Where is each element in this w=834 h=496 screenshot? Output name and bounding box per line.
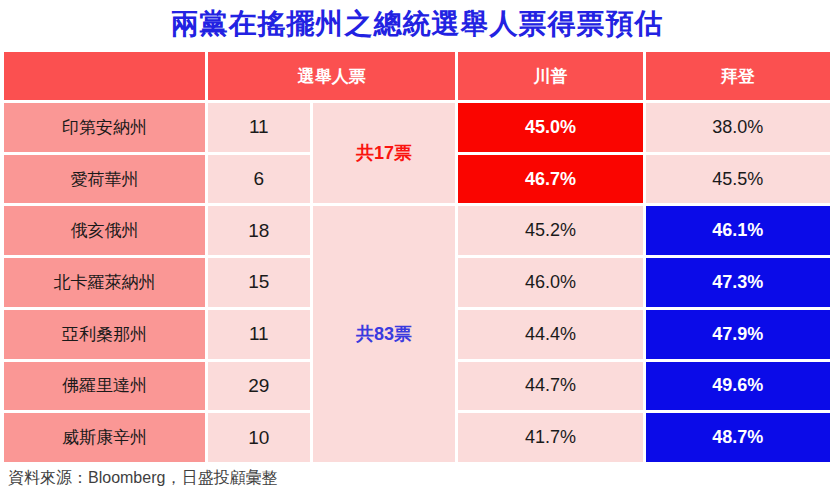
state-name-cell: 愛荷華州 bbox=[4, 155, 205, 204]
page-title: 兩黨在搖擺州之總統選舉人票得票預估 bbox=[0, 5, 834, 43]
group-total-cell: 共17票 bbox=[313, 103, 456, 203]
electoral-votes-cell: 11 bbox=[208, 310, 310, 359]
biden-share-cell: 46.1% bbox=[646, 206, 830, 255]
state-name-cell: 北卡羅萊納州 bbox=[4, 258, 205, 307]
biden-share-cell: 38.0% bbox=[646, 103, 830, 152]
trump-share-cell: 46.0% bbox=[458, 258, 642, 307]
electoral-votes-cell: 18 bbox=[208, 206, 310, 255]
electoral-votes-cell: 10 bbox=[208, 413, 310, 462]
state-name-cell: 佛羅里達州 bbox=[4, 362, 205, 411]
state-name-cell: 俄亥俄州 bbox=[4, 206, 205, 255]
biden-share-cell: 48.7% bbox=[646, 413, 830, 462]
biden-share-cell: 47.3% bbox=[646, 258, 830, 307]
electoral-votes-cell: 6 bbox=[208, 155, 310, 204]
state-name-cell: 印第安納州 bbox=[4, 103, 205, 152]
electoral-votes-cell: 29 bbox=[208, 362, 310, 411]
trump-share-cell: 45.2% bbox=[458, 206, 642, 255]
header-biden: 拜登 bbox=[646, 52, 830, 100]
trump-share-cell: 45.0% bbox=[458, 103, 642, 152]
trump-share-cell: 44.7% bbox=[458, 362, 642, 411]
state-name-cell: 亞利桑那州 bbox=[4, 310, 205, 359]
biden-share-cell: 49.6% bbox=[646, 362, 830, 411]
biden-share-cell: 47.9% bbox=[646, 310, 830, 359]
header-empty-cell bbox=[4, 52, 205, 100]
trump-share-cell: 44.4% bbox=[458, 310, 642, 359]
electoral-votes-table: 選舉人票 川普 拜登 印第安納州1145.0%38.0%愛荷華州646.7%45… bbox=[4, 52, 830, 462]
trump-share-cell: 41.7% bbox=[458, 413, 642, 462]
header-electoral-votes: 選舉人票 bbox=[208, 52, 455, 100]
state-name-cell: 威斯康辛州 bbox=[4, 413, 205, 462]
electoral-votes-cell: 15 bbox=[208, 258, 310, 307]
data-source-note: 資料來源：Bloomberg，日盛投顧彙整 bbox=[8, 468, 277, 489]
trump-share-cell: 46.7% bbox=[458, 155, 642, 204]
biden-share-cell: 45.5% bbox=[646, 155, 830, 204]
header-trump: 川普 bbox=[458, 52, 642, 100]
infographic-canvas: 兩黨在搖擺州之總統選舉人票得票預估 選舉人票 川普 拜登 印第安納州1145.0… bbox=[0, 0, 834, 496]
electoral-votes-cell: 11 bbox=[208, 103, 310, 152]
group-total-cell: 共83票 bbox=[313, 206, 456, 462]
